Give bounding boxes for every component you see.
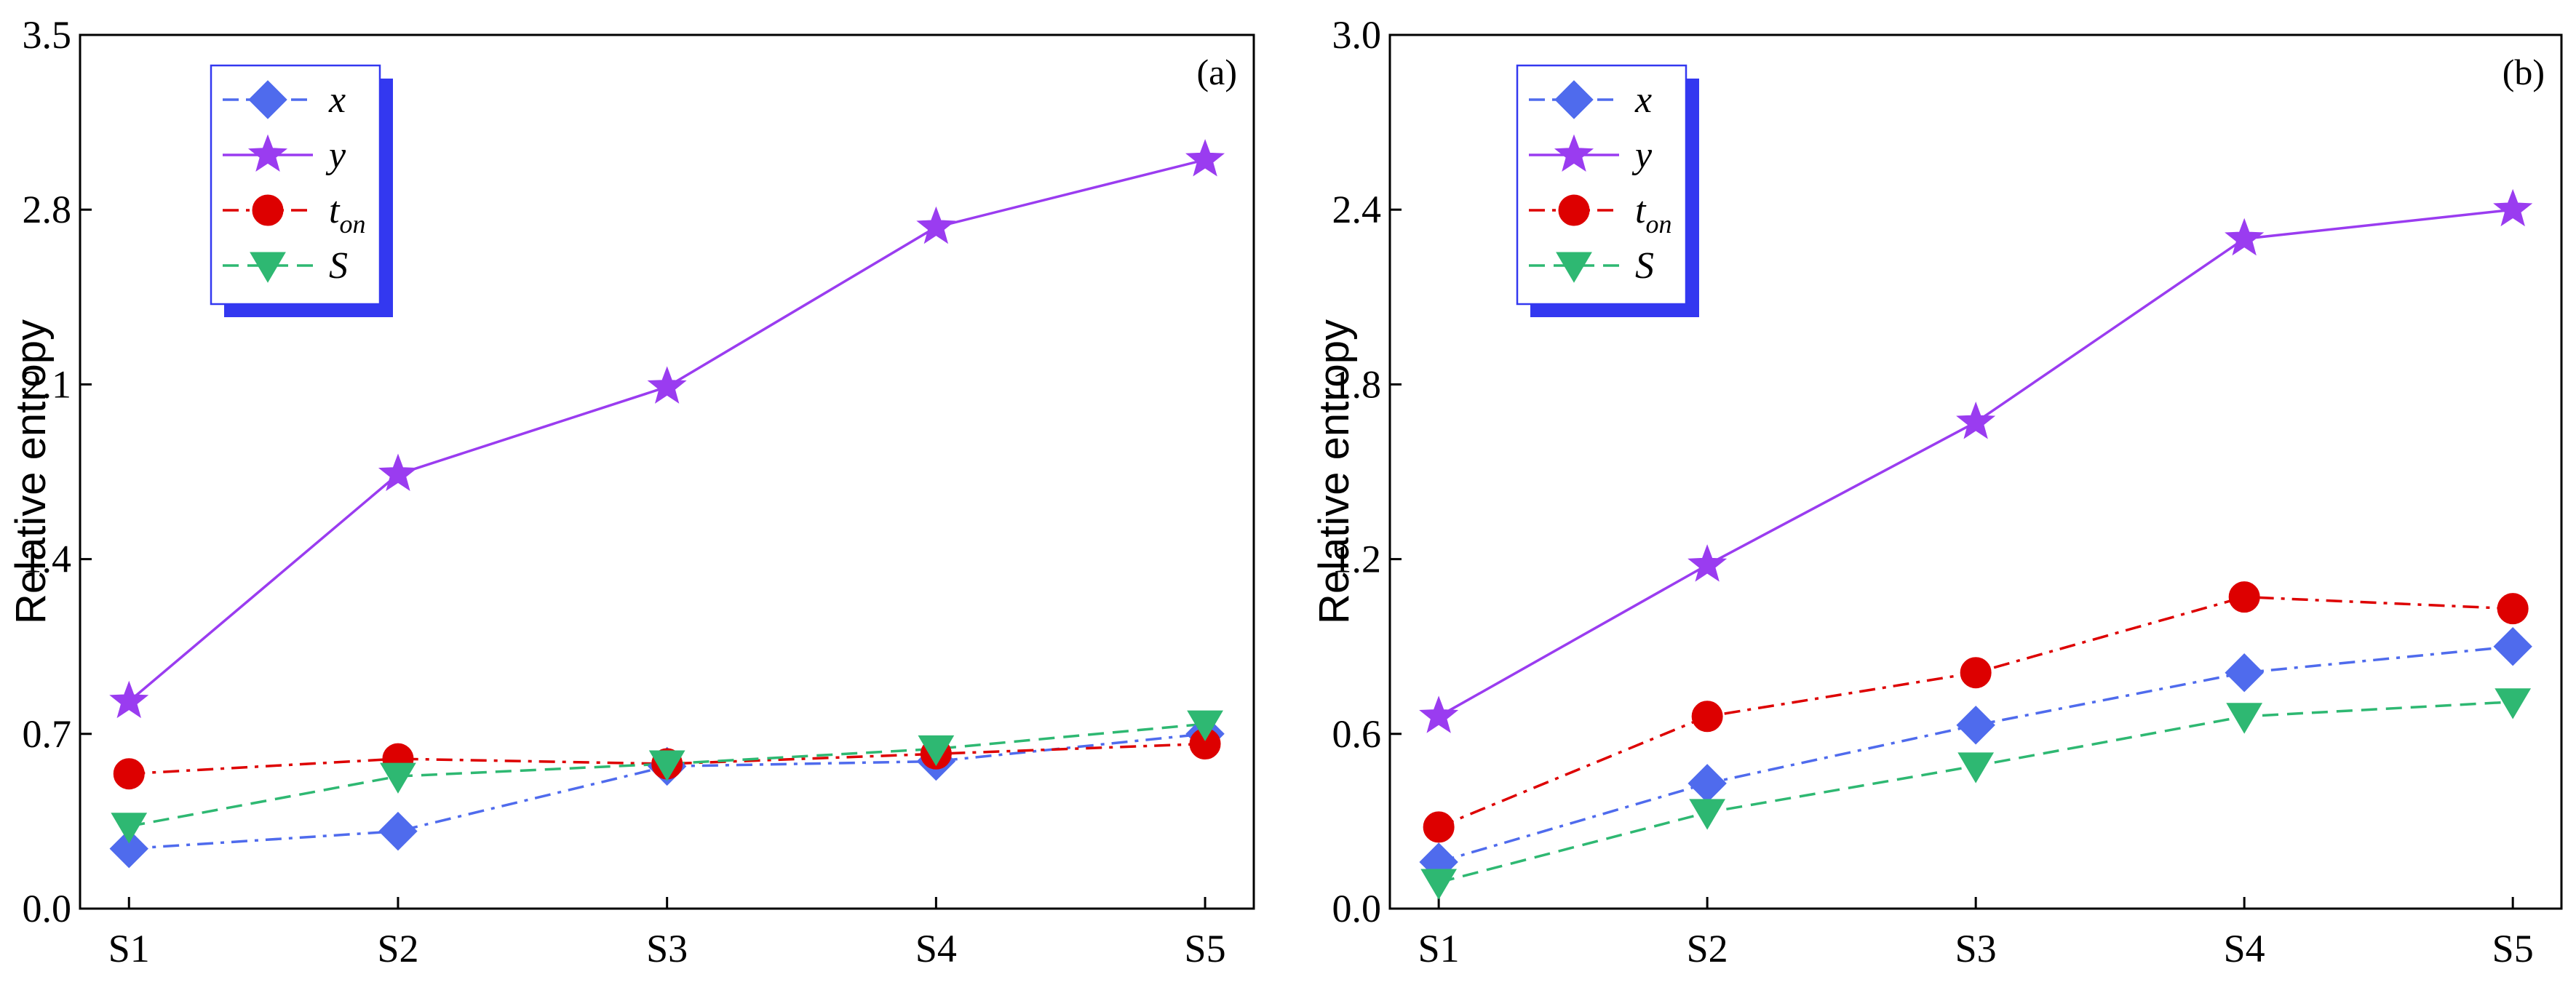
legend-label-x: x — [1634, 79, 1652, 121]
legend-label-main: S — [1635, 245, 1654, 287]
data-point-y-s3 — [1956, 401, 1996, 439]
x-tick-label: S2 — [1687, 927, 1728, 970]
y-tick-label: 1.8 — [1332, 362, 1382, 406]
y-tick-label: 2.1 — [23, 362, 72, 406]
data-point-y-s1 — [109, 680, 149, 719]
legend-label-t_on: ton — [1635, 190, 1671, 239]
data-point-S-s1 — [111, 813, 148, 844]
legend-label-S: S — [1635, 245, 1654, 287]
data-point-S-s1 — [1420, 869, 1458, 900]
data-point-S-s4 — [918, 735, 955, 767]
data-point-y-s3 — [647, 366, 687, 404]
x-tick-label: S1 — [108, 927, 150, 970]
data-point-t_on-s4 — [2228, 581, 2260, 613]
legend-label-main: y — [1631, 135, 1653, 176]
series-line-S — [128, 722, 1206, 828]
data-point-t_on-s1 — [113, 758, 145, 790]
data-point-S-s3 — [648, 750, 685, 781]
x-tick-label: S3 — [1955, 927, 1997, 970]
legend-label-y: y — [1631, 135, 1653, 176]
y-tick-label: 3.5 — [23, 13, 72, 57]
data-point-S-s5 — [1187, 710, 1223, 741]
legend-label-y: y — [325, 135, 346, 176]
data-point-y-s5 — [1185, 139, 1225, 177]
legend-box — [210, 64, 381, 306]
data-point-x-s4 — [2225, 653, 2264, 693]
legend-label-S: S — [329, 245, 348, 287]
data-point-t_on-s1 — [1423, 811, 1455, 843]
legend-label-main: x — [328, 79, 346, 121]
data-point-S-s4 — [2226, 703, 2263, 734]
series-line-x — [129, 733, 1206, 850]
data-point-y-s2 — [1687, 544, 1728, 582]
chart-panel-b: 0.0 0.6 1.2 1.8 2.4 3.0 S1 S2 S3 S4 S5 Relative ent… — [1311, 13, 2563, 970]
data-point-y-s1 — [1419, 695, 1459, 733]
data-point-t_on-s5 — [2497, 593, 2529, 625]
data-point-x-s5 — [2493, 626, 2532, 666]
data-point-x-s1 — [109, 829, 148, 869]
legend-label-main: t — [1635, 190, 1647, 231]
x-tick-label: S1 — [1418, 927, 1460, 970]
y-tick-label: 2.4 — [1332, 188, 1382, 231]
data-point-S-s3 — [1957, 752, 1995, 783]
y-tick-label: 3.0 — [1332, 13, 1382, 57]
y-tick-label: 0.6 — [1332, 712, 1382, 756]
x-tick-label: S5 — [1185, 927, 1226, 970]
y-axis-title: Relative entropy — [7, 319, 55, 624]
x-tick-label: S5 — [2492, 927, 2534, 970]
legend-label-main: x — [1634, 79, 1652, 121]
y-tick-label: 1.2 — [1332, 538, 1382, 581]
chart-panel-a: 0.0 0.7 1.4 2.1 2.8 3.5 S1 S2 S3 S4 S5 Relative ent… — [7, 13, 1255, 970]
panel-tag: (b) — [2503, 52, 2545, 92]
data-point-x-s3 — [1956, 706, 1995, 745]
x-tick-label: S4 — [915, 927, 957, 970]
data-point-y-s4 — [2225, 218, 2265, 256]
panel-tag: (a) — [1197, 52, 1238, 92]
legend-marker-S — [1556, 252, 1592, 283]
x-tick-label: S4 — [2224, 927, 2265, 970]
data-point-S-s2 — [380, 762, 416, 794]
legend-box — [1516, 64, 1687, 306]
legend-marker-y — [1554, 134, 1594, 172]
data-point-y-s2 — [378, 453, 418, 491]
y-tick-label: 0.0 — [23, 887, 72, 930]
legend-label-subscript: on — [1645, 210, 1671, 239]
legend-label-t_on: ton — [329, 190, 365, 239]
data-point-S-s2 — [1689, 799, 1726, 830]
legend-marker-y — [247, 134, 288, 172]
y-tick-label: 2.8 — [23, 188, 72, 231]
legend-marker-x — [248, 80, 287, 119]
y-tick-label: 1.4 — [23, 538, 72, 581]
x-tick-label: S3 — [646, 927, 688, 970]
y-tick-label: 0.7 — [23, 712, 72, 756]
legend-label-main: S — [329, 245, 348, 287]
legend-marker-x — [1554, 80, 1594, 119]
y-axis-title: Relative entropy — [1311, 319, 1358, 624]
data-point-y-s5 — [2493, 188, 2533, 227]
y-tick-label: 0.0 — [1332, 887, 1382, 930]
data-point-t_on-s3 — [1960, 657, 1992, 689]
data-point-t_on-s2 — [1691, 701, 1723, 733]
data-point-y-s4 — [916, 206, 956, 244]
legend-label-main: t — [329, 190, 341, 231]
legend-label-subscript: on — [339, 210, 365, 239]
legend-label-main: y — [325, 135, 346, 176]
data-point-x-s2 — [378, 811, 418, 851]
data-point-S-s5 — [2494, 688, 2532, 719]
legend-marker-t_on — [1558, 194, 1590, 226]
legend-label-x: x — [328, 79, 346, 121]
data-point-x-s2 — [1687, 764, 1727, 803]
x-tick-label: S2 — [377, 927, 418, 970]
legend-marker-t_on — [252, 194, 284, 226]
legend-marker-S — [250, 252, 286, 283]
